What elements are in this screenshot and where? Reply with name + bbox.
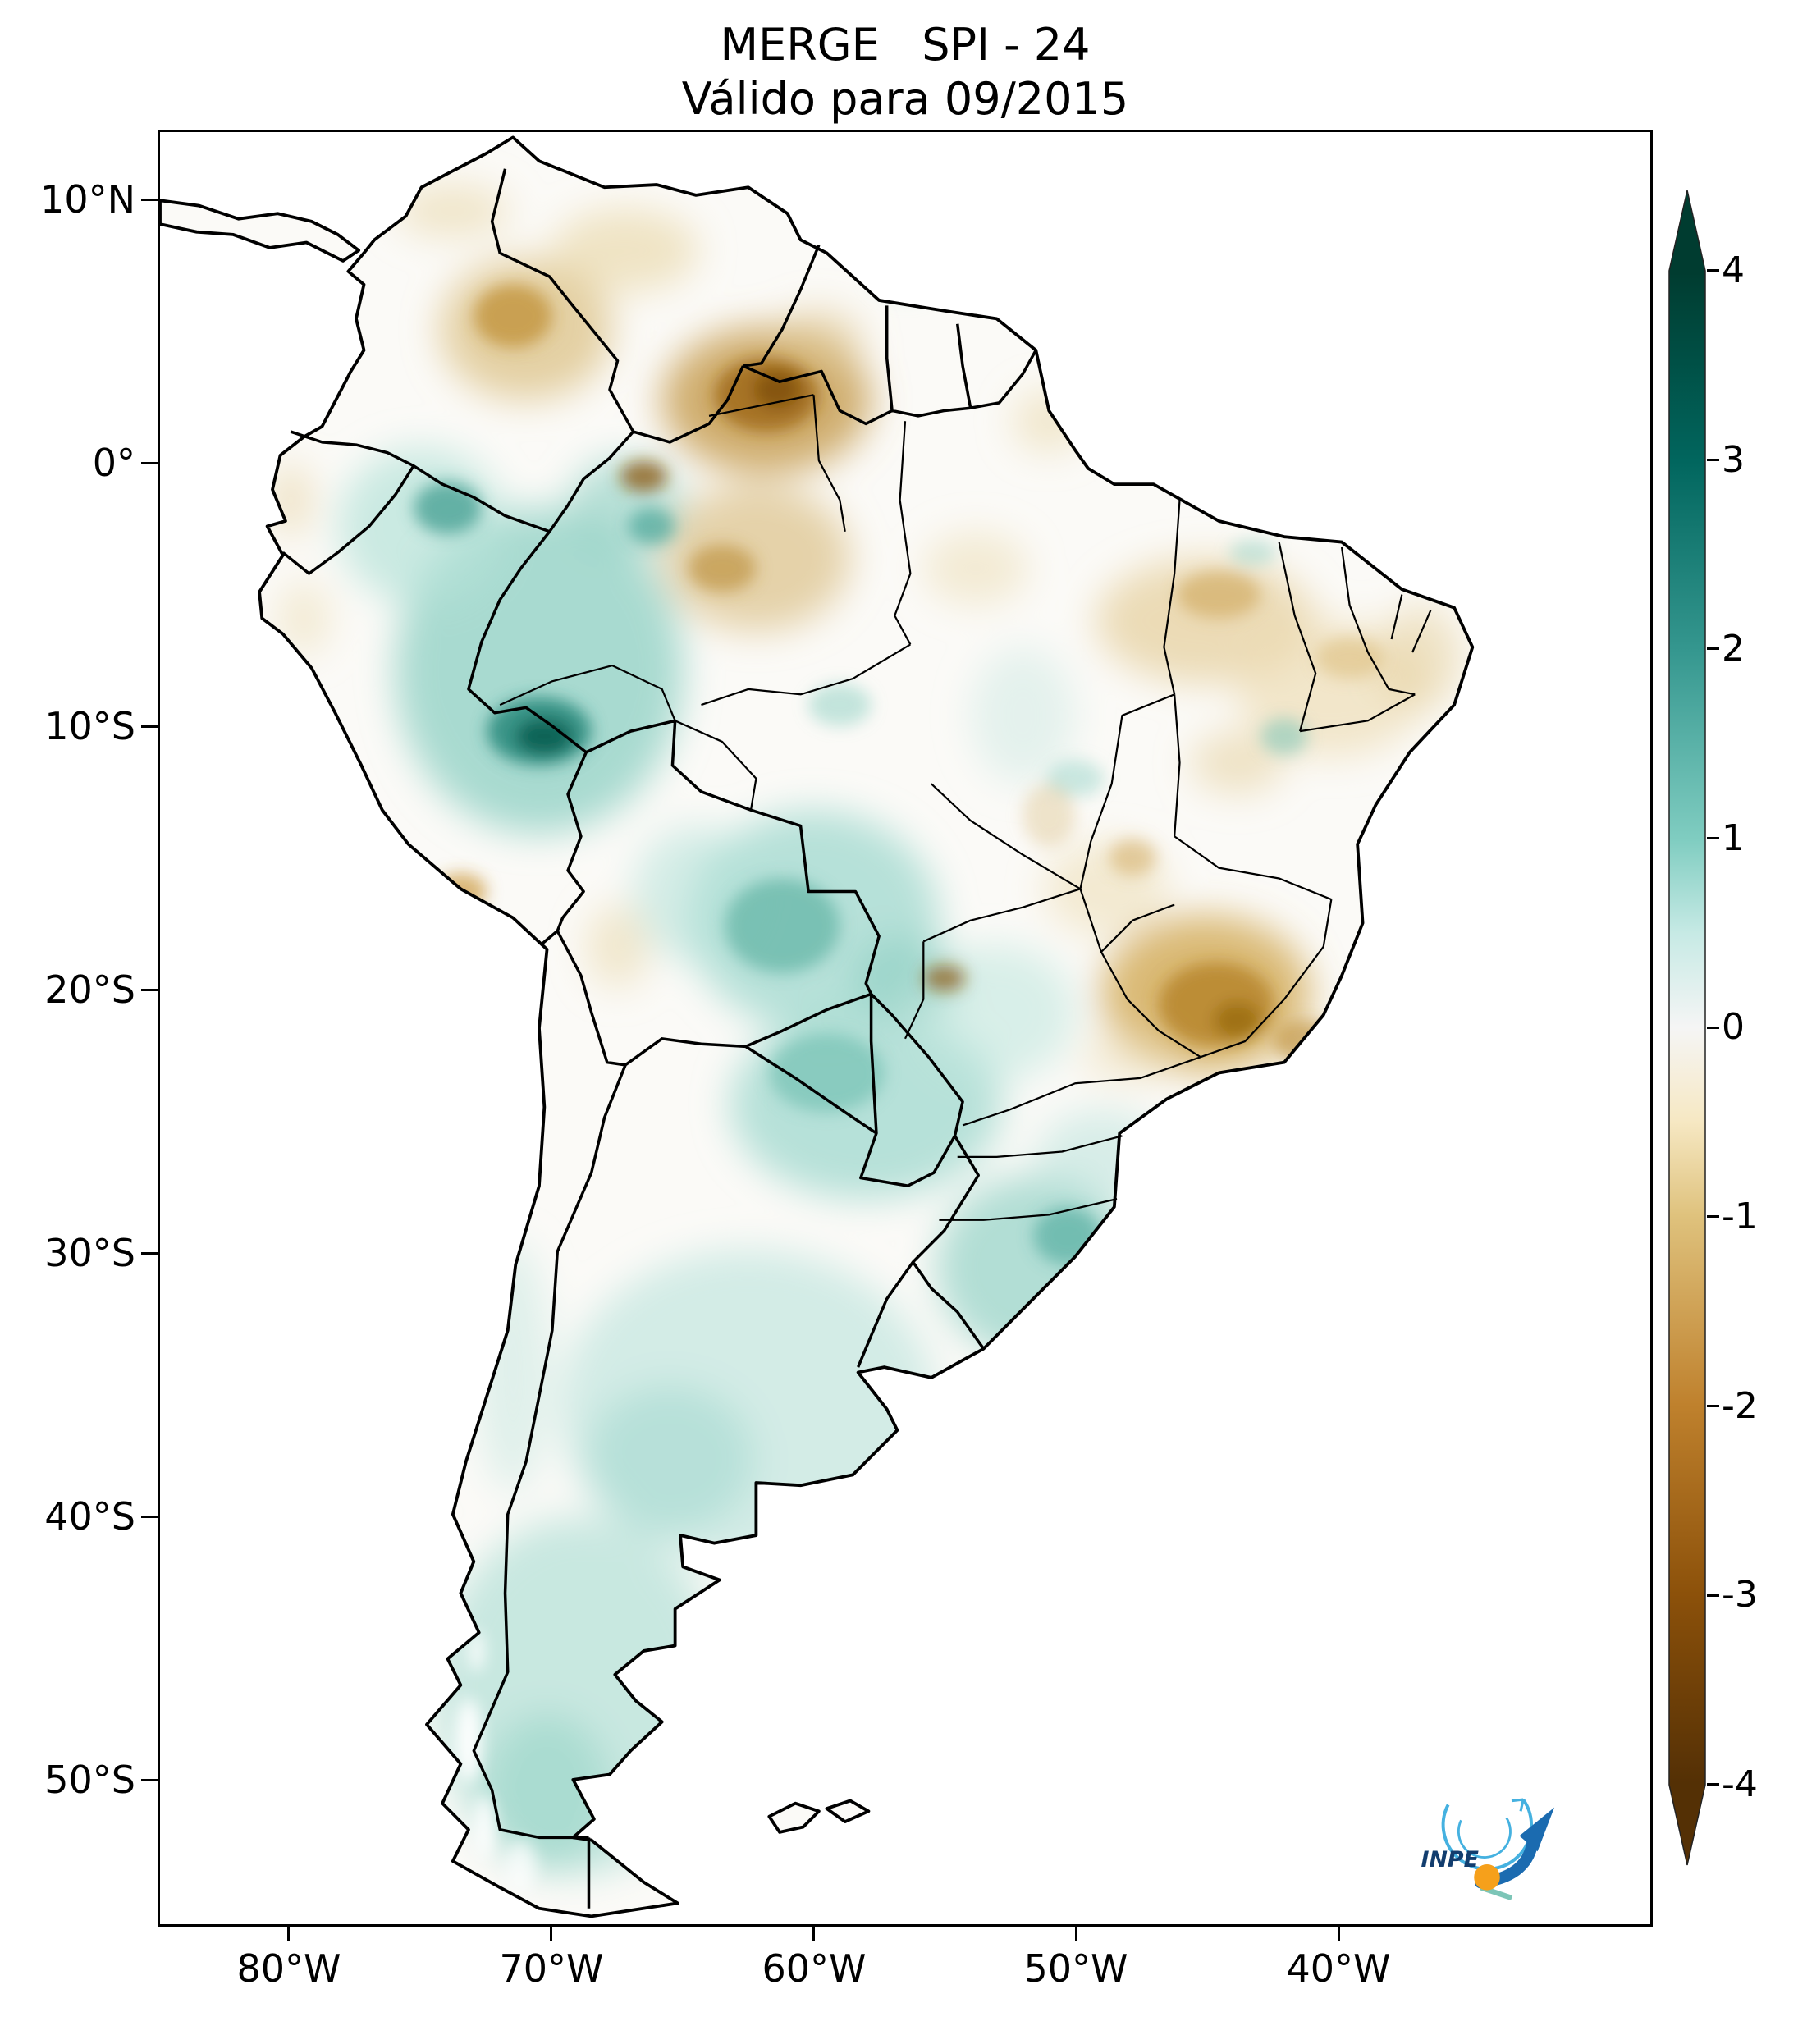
y-axis-tick-label: 40°S — [44, 1494, 135, 1539]
colorbar-gradient — [1668, 190, 1706, 1866]
tick-mark — [141, 989, 158, 991]
colorbar-tick-label: 3 — [1722, 439, 1745, 481]
tick-mark — [141, 462, 158, 464]
y-axis-tick-label: 0° — [92, 441, 135, 485]
inpe-logo-arrowhead — [1519, 1807, 1555, 1852]
tick-mark — [1707, 1405, 1719, 1407]
tick-mark — [1075, 1927, 1077, 1941]
inpe-logo-text: INPE — [1421, 1847, 1478, 1873]
colorbar-tick-label: 2 — [1722, 628, 1745, 670]
x-axis-tick-label: 80°W — [236, 1946, 341, 1991]
tick-mark — [1707, 1783, 1719, 1786]
inpe-logo-globe — [1474, 1864, 1500, 1891]
tick-mark — [141, 1779, 158, 1781]
colorbar-tick-label: 4 — [1722, 249, 1745, 291]
colorbar-tick-label: -4 — [1722, 1763, 1758, 1805]
state-borders — [499, 394, 1432, 1221]
map-plot-area: INPE — [158, 130, 1653, 1927]
coastline-path — [160, 135, 1475, 1918]
x-axis-tick-label: 50°W — [1023, 1946, 1128, 1991]
tick-mark — [1707, 269, 1719, 272]
colorbar-tick-label: 0 — [1722, 1006, 1745, 1048]
south-america-map — [160, 135, 1513, 1918]
x-axis-tick-label: 60°W — [762, 1946, 867, 1991]
inpe-logo-swoosh-tip — [1511, 1798, 1525, 1812]
tick-mark — [287, 1927, 290, 1941]
tick-mark — [812, 1927, 815, 1941]
tick-mark — [1338, 1927, 1340, 1941]
tick-mark — [1707, 1594, 1719, 1597]
inpe-logo: INPE — [1421, 1798, 1555, 1891]
tick-mark — [1707, 837, 1719, 839]
colorbar — [1668, 189, 1707, 1867]
colorbar-tick-label: -2 — [1722, 1385, 1758, 1427]
colorbar-tick-label: -3 — [1722, 1574, 1758, 1616]
colorbar-tick-label: -1 — [1722, 1196, 1758, 1237]
x-axis-tick-label: 70°W — [499, 1946, 604, 1991]
y-axis-tick-label: 10°S — [44, 704, 135, 748]
chart-title: MERGE SPI - 24 — [720, 19, 1091, 71]
chart-subtitle: Válido para 09/2015 — [681, 73, 1129, 125]
tick-mark — [141, 199, 158, 201]
tick-mark — [1707, 1027, 1719, 1029]
tick-mark — [1707, 1215, 1719, 1218]
country-borders — [281, 168, 1037, 1909]
y-axis-tick-label: 20°S — [44, 967, 135, 1012]
x-axis-tick-label: 40°W — [1286, 1946, 1391, 1991]
y-axis-tick-label: 30°S — [44, 1231, 135, 1275]
tick-mark — [141, 1516, 158, 1518]
y-axis-tick-label: 50°S — [44, 1758, 135, 1802]
tick-mark — [1707, 459, 1719, 461]
tick-mark — [141, 725, 158, 728]
spi-color-cores — [414, 253, 1384, 1893]
colorbar-tick-label: 1 — [1722, 817, 1745, 859]
tick-mark — [141, 1252, 158, 1255]
inpe-logo-swoosh-inner — [1457, 1817, 1512, 1859]
y-axis-tick-label: 10°N — [40, 177, 135, 222]
tick-mark — [550, 1927, 552, 1941]
tick-mark — [1707, 647, 1719, 650]
